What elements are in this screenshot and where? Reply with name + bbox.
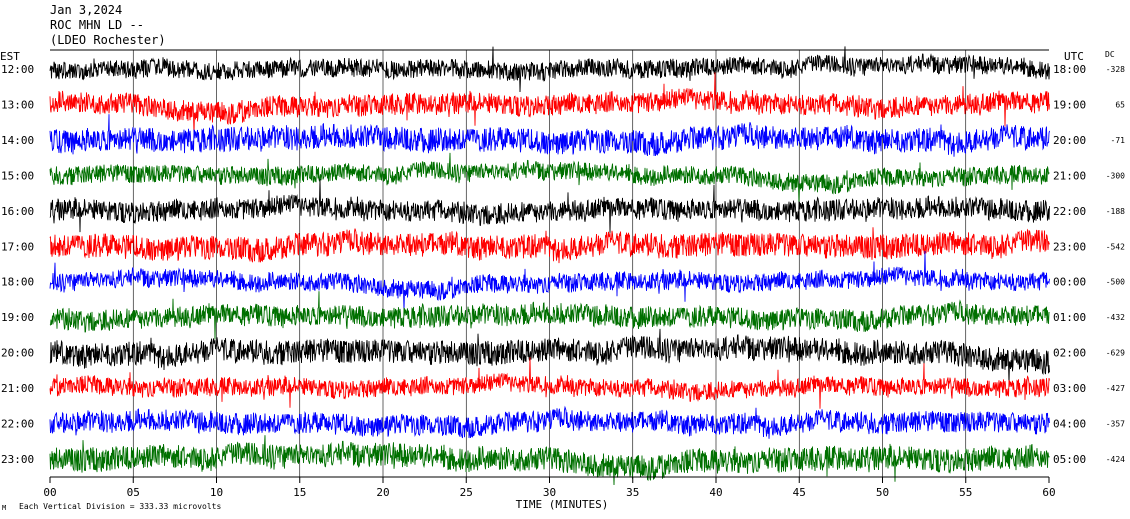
est-time-label: 12:00 <box>1 63 34 76</box>
x-tick-label: 45 <box>793 486 806 499</box>
utc-time-label: 20:00 <box>1053 134 1086 147</box>
trace-row-0 <box>49 46 1050 93</box>
utc-time-label: 00:00 <box>1053 276 1086 289</box>
trace-row-9 <box>49 357 1050 409</box>
dc-offset-label: -629 <box>1106 349 1125 358</box>
dc-offset-label: -328 <box>1106 65 1125 74</box>
trace-row-1 <box>49 72 1050 135</box>
est-time-label: 22:00 <box>1 418 34 431</box>
x-tick-label: 20 <box>376 486 389 499</box>
utc-time-label: 21:00 <box>1053 169 1086 182</box>
trace-row-3 <box>49 152 1050 205</box>
trace-row-4 <box>49 178 1050 233</box>
dc-offset-label: -542 <box>1106 242 1125 251</box>
scale-note: Each Vertical Division = 333.33 microvol… <box>19 502 221 511</box>
utc-time-label: 03:00 <box>1053 382 1086 395</box>
trace-row-8 <box>49 328 1050 384</box>
x-tick-label: 30 <box>543 486 556 499</box>
est-axis-label: EST <box>0 50 20 63</box>
utc-time-label: 23:00 <box>1053 240 1086 253</box>
dc-offset-label: -500 <box>1106 278 1125 287</box>
est-time-label: 13:00 <box>1 98 34 111</box>
est-time-label: 23:00 <box>1 453 34 466</box>
x-tick-label: 00 <box>43 486 56 499</box>
x-tick-label: 10 <box>210 486 223 499</box>
utc-time-label: 02:00 <box>1053 347 1086 360</box>
corner-mark: M <box>2 504 6 512</box>
trace-row-6 <box>49 250 1050 311</box>
x-axis-ticks: 00 05 10 15 20 25 30 35 40 45 50 55 60 <box>43 477 1056 499</box>
trace-row-2 <box>49 114 1050 157</box>
dc-header: DC <box>1105 50 1115 59</box>
x-tick-label: 50 <box>876 486 889 499</box>
trace-lines <box>49 46 1050 486</box>
dc-offset-label: -71 <box>1111 136 1126 145</box>
x-axis-label: TIME (MINUTES) <box>516 498 609 511</box>
est-time-label: 17:00 <box>1 240 34 253</box>
est-time-label: 19:00 <box>1 311 34 324</box>
x-tick-label: 05 <box>127 486 140 499</box>
est-time-label: 20:00 <box>1 347 34 360</box>
utc-time-label: 19:00 <box>1053 98 1086 111</box>
dc-offset-label: -432 <box>1106 313 1125 322</box>
est-time-label: 14:00 <box>1 134 34 147</box>
x-tick-label: 60 <box>1042 486 1055 499</box>
dc-offset-label: -300 <box>1106 171 1125 180</box>
x-tick-label: 40 <box>709 486 722 499</box>
dc-offset-label: -424 <box>1106 455 1125 464</box>
utc-time-label: 05:00 <box>1053 453 1086 466</box>
trace-row-11 <box>49 435 1050 486</box>
x-tick-label: 35 <box>626 486 639 499</box>
dc-offset-label: -357 <box>1106 420 1125 429</box>
utc-time-label: 18:00 <box>1053 63 1086 76</box>
header-date: Jan 3,2024 <box>50 3 123 17</box>
trace-row-10 <box>49 405 1050 439</box>
grid-lines <box>132 50 967 477</box>
y-axis-labels: 12:00 18:00 -328 13:00 19:00 65 14:00 20:00 -71 1… <box>1 63 1125 466</box>
x-tick-label: 25 <box>460 486 473 499</box>
est-time-label: 18:00 <box>1 276 34 289</box>
header-location: (LDEO Rochester) <box>50 33 166 47</box>
est-time-label: 21:00 <box>1 382 34 395</box>
trace-row-7 <box>49 291 1050 340</box>
est-time-label: 15:00 <box>1 169 34 182</box>
trace-row-5 <box>49 227 1050 264</box>
dc-offset-label: -188 <box>1106 207 1125 216</box>
est-time-label: 16:00 <box>1 205 34 218</box>
x-tick-label: 15 <box>293 486 306 499</box>
dc-offset-label: 65 <box>1115 100 1125 109</box>
utc-axis-label: UTC <box>1064 50 1084 63</box>
utc-time-label: 04:00 <box>1053 418 1086 431</box>
dc-offset-label: -427 <box>1106 384 1125 393</box>
utc-time-label: 01:00 <box>1053 311 1086 324</box>
header-station: ROC MHN LD -- <box>50 18 144 32</box>
utc-time-label: 22:00 <box>1053 205 1086 218</box>
x-tick-label: 55 <box>959 486 972 499</box>
